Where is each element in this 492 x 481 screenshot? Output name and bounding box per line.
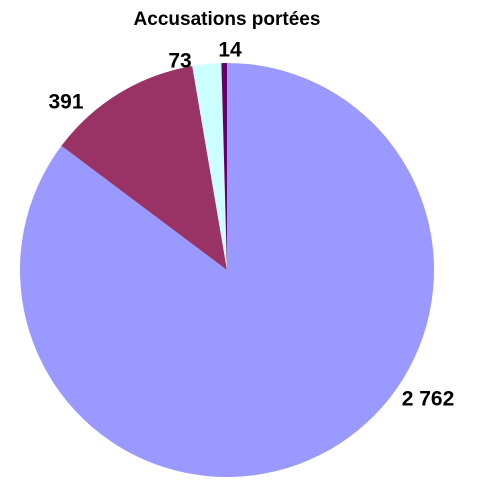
data-label: 2 762 — [402, 388, 455, 411]
pie-slice — [61, 65, 227, 271]
data-label: 73 — [168, 50, 191, 73]
data-label: 14 — [218, 39, 242, 62]
pie-slice — [20, 63, 435, 477]
pie-slice — [192, 63, 227, 270]
pie-slice — [221, 63, 227, 270]
chart-title: Accusations portées — [134, 9, 321, 30]
data-label: 391 — [48, 91, 83, 114]
